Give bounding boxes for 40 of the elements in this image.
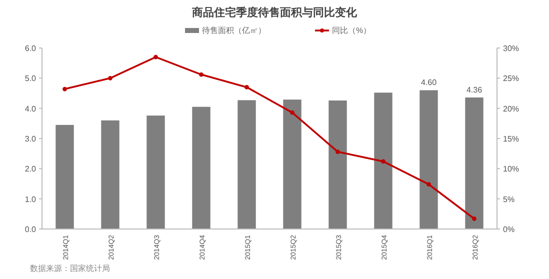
y2-tick-label: 20% (503, 104, 520, 114)
bar (192, 106, 210, 229)
bar (420, 90, 438, 229)
point (199, 72, 204, 77)
data-label: 4.36 (466, 85, 483, 94)
point (336, 150, 340, 154)
bar (101, 120, 120, 229)
point (62, 86, 67, 92)
y-tick-label: 4.0 (24, 104, 37, 114)
chart-title: 商品住宅季度待售面积与同比变化 (191, 6, 358, 19)
y-tick-label: 1.0 (24, 194, 37, 204)
point (472, 216, 476, 221)
bar (238, 100, 256, 229)
bar (465, 97, 484, 229)
legend-label: 待售面积（亿㎡） (202, 26, 266, 35)
point (108, 76, 112, 80)
data-label: 4.60 (420, 78, 438, 88)
y-tick-label: 6.0 (24, 44, 37, 53)
y2-tick-label: 5% (503, 194, 515, 204)
y-tick-label: 0.0 (24, 225, 37, 234)
y2-tick-label: 15% (503, 134, 520, 144)
bar (328, 100, 347, 229)
point (426, 182, 431, 187)
point (244, 85, 249, 90)
y2-tick-label: 10% (503, 164, 520, 174)
y2-tick-label: 30% (503, 44, 520, 53)
bar (374, 92, 392, 229)
y-tick-label: 2.0 (24, 164, 37, 174)
source-note: 数据来源：国家统计局 (30, 264, 110, 273)
y2-tick-label: 25% (503, 74, 520, 84)
bar (146, 116, 165, 229)
point (381, 159, 386, 164)
bar (283, 100, 302, 229)
legend-label: 同比（%） (332, 26, 372, 35)
point (154, 54, 158, 60)
bar (56, 124, 74, 229)
point (290, 110, 294, 115)
y-tick-label: 5.0 (24, 74, 37, 84)
y-tick-label: 3.0 (24, 134, 37, 144)
y2-tick-label: 0% (503, 225, 515, 234)
